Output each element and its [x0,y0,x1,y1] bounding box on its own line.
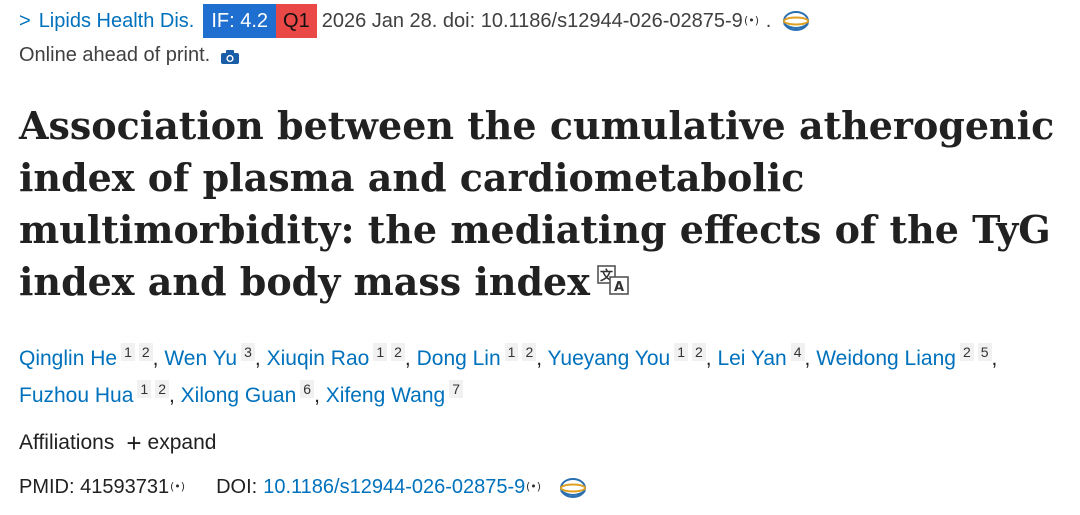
author-link[interactable]: Xifeng Wang [325,384,446,407]
author-item: Lei Yan 4, [717,343,817,370]
affiliation-ref[interactable]: 2 [959,343,974,361]
globe-icon[interactable] [558,477,588,499]
pmid-label: PMID: [19,476,75,498]
author-link[interactable]: Qinglin He [19,347,118,370]
author-item: Xifeng Wang 7 [325,380,463,407]
signal-icon[interactable]: (•) [170,480,192,495]
journal-citation-line: > Lipids Health Dis. IF: 4.2 Q1 2026 Jan… [19,4,811,38]
expand-label[interactable]: expand [147,431,217,454]
impact-factor-badge: IF: 4.2 [203,4,277,38]
author-link[interactable]: Fuzhou Hua [19,384,134,407]
affiliation-ref[interactable]: 1 [504,343,519,361]
article-title: Association between the cumulative ather… [19,100,1079,308]
camera-icon[interactable] [220,48,240,64]
affiliation-ref[interactable]: 3 [241,343,255,361]
globe-icon[interactable] [781,10,811,32]
status-text: Online ahead of print. [19,44,211,66]
translate-icon[interactable]: 文 A [596,258,630,295]
quartile-badge: Q1 [276,4,317,38]
author-link[interactable]: Yueyang You [547,347,671,370]
plus-icon: + [126,428,142,458]
author-item: Fuzhou Hua 1 2, [19,380,181,407]
identifier-line: PMID: 41593731 (•) DOI: 10.1186/s12944-0… [19,476,588,499]
affiliation-ref[interactable]: 2 [522,343,537,361]
article-title-text: Association between the cumulative ather… [19,103,1055,304]
citation-period: . [765,9,772,32]
affiliation-ref[interactable]: 7 [449,380,463,398]
author-link[interactable]: Lei Yan [717,347,787,370]
affiliations-toggle[interactable]: Affiliations + expand [19,428,217,458]
svg-text:(•): (•) [744,14,759,26]
publication-status: Online ahead of print. [19,44,240,67]
author-item: Dong Lin 1 2, [416,343,548,370]
affiliation-ref[interactable]: 4 [790,343,805,361]
author-link[interactable]: Wen Yu [164,347,238,370]
author-item: Yueyang You 1 2, [547,343,718,370]
affiliation-ref[interactable]: 1 [373,343,388,361]
affiliation-ref[interactable]: 1 [121,343,135,361]
signal-icon[interactable]: (•) [526,480,548,495]
affiliation-ref[interactable]: 5 [977,343,992,361]
author-list: Qinglin He 1 2, Wen Yu 3, Xiuqin Rao 1 2, Don… [19,340,1069,414]
citation-text: 2026 Jan 28. doi: 10.1186/s12944-026-028… [321,9,743,32]
journal-link[interactable]: Lipids Health Dis. [38,9,195,32]
affiliation-ref[interactable]: 6 [300,380,315,398]
author-link[interactable]: Dong Lin [416,347,501,370]
svg-text:A: A [614,280,624,295]
affiliation-ref[interactable]: 2 [691,343,706,361]
pmid-value: 41593731 [80,476,170,498]
author-link[interactable]: Xilong Guan [180,384,297,407]
author-item: Weidong Liang 2 5, [816,343,998,370]
affiliation-ref[interactable]: 2 [138,343,153,361]
affiliation-ref[interactable]: 1 [137,380,152,398]
author-item: Xiuqin Rao 1 2, [266,343,417,370]
svg-text:(•): (•) [170,480,185,492]
doi-link[interactable]: 10.1186/s12944-026-02875-9 [263,476,526,498]
chevron-right-icon: > [19,9,31,32]
signal-icon[interactable]: (•) [744,14,766,29]
doi-label: DOI: [216,476,258,498]
svg-text:(•): (•) [526,480,541,492]
author-link[interactable]: Xiuqin Rao [266,347,370,370]
author-item: Wen Yu 3, [164,343,267,370]
author-link[interactable]: Weidong Liang [816,347,956,370]
affiliation-ref[interactable]: 2 [391,343,405,361]
affiliation-ref[interactable]: 2 [155,380,169,398]
author-item: Qinglin He 1 2, [19,343,165,370]
affiliation-ref[interactable]: 1 [674,343,688,361]
author-item: Xilong Guan 6, [180,380,326,407]
affiliations-label: Affiliations [19,431,115,454]
